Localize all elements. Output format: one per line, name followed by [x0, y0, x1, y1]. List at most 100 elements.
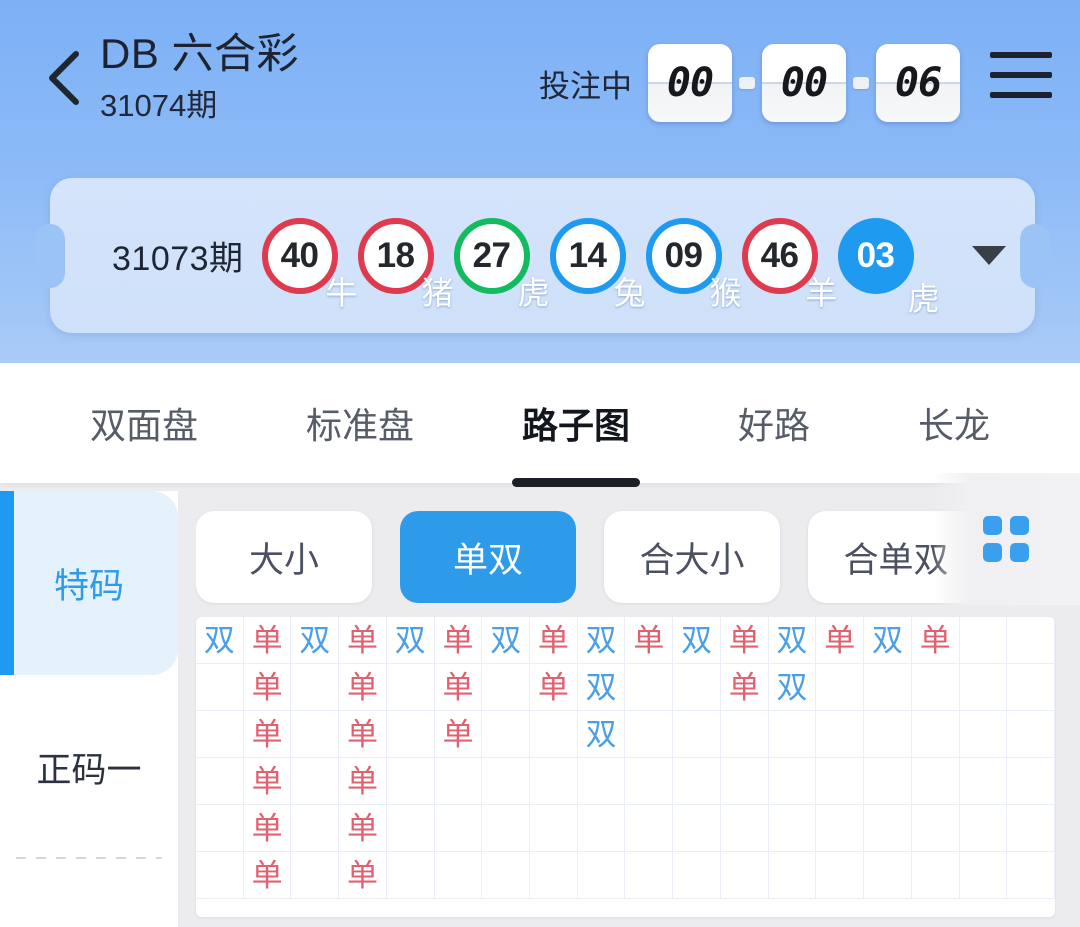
road-cell: 单: [243, 758, 292, 805]
bet-type-chip-1[interactable]: 单双: [400, 511, 576, 603]
tab-2[interactable]: 路子图: [518, 381, 634, 465]
draw-ball-zodiac: 虎: [907, 280, 940, 317]
bet-type-chip-2[interactable]: 合大小: [604, 511, 780, 603]
tab-0[interactable]: 双面盘: [89, 405, 198, 446]
road-cell: 单: [339, 758, 387, 805]
road-cell: 双: [673, 617, 721, 664]
road-cell: 单: [243, 852, 292, 899]
road-cell: [386, 664, 435, 711]
countdown-minutes: 00: [762, 44, 846, 122]
hamburger-menu-icon[interactable]: [990, 52, 1052, 98]
road-cell: [196, 758, 244, 805]
road-cell: [768, 711, 817, 758]
road-cell: [816, 852, 865, 899]
road-cell: 单: [911, 617, 960, 664]
road-cell: 双: [386, 617, 435, 664]
bet-type-chip-0[interactable]: 大小: [196, 511, 372, 603]
menu-line-3: [990, 92, 1052, 98]
tab-4[interactable]: 长龙: [917, 405, 990, 446]
chevron-left-icon[interactable]: [42, 48, 88, 108]
road-cell: 双: [577, 664, 626, 711]
road-cell: 单: [625, 617, 674, 664]
road-cell: [720, 805, 769, 852]
countdown-hours: 00: [648, 44, 732, 122]
road-cell: [1007, 711, 1055, 758]
last-draw-result-card[interactable]: 31073期 40 牛 18 猪 27 虎 14 兔 09 猴 46 羊 03 虎: [50, 178, 1035, 333]
betting-status-label: 投注中: [539, 68, 632, 104]
road-cell: 单: [339, 711, 387, 758]
grid-square-3: [983, 543, 1002, 562]
road-cell: [625, 852, 674, 899]
bet-type-chip-row: 大小 单双 合大小 合单双: [196, 509, 1080, 605]
road-cell: [196, 805, 244, 852]
road-cell: [482, 711, 531, 758]
road-cell: 单: [339, 805, 387, 852]
road-cell: 双: [768, 664, 817, 711]
sidebar-item-0[interactable]: 特码: [0, 491, 178, 675]
countdown-separator-2: [853, 77, 869, 89]
road-cell: [673, 758, 721, 805]
draw-ball: 09 猴: [645, 217, 742, 311]
road-cell: [434, 805, 483, 852]
sidebar-item-2[interactable]: 正码二: [0, 859, 178, 927]
draw-ball-number: 14: [568, 235, 607, 275]
road-cell: [291, 711, 340, 758]
road-cell: [291, 664, 340, 711]
road-cell: [530, 852, 578, 899]
road-cell: [673, 852, 721, 899]
page-title: DB 六合彩: [100, 30, 300, 77]
road-cell: [959, 758, 1008, 805]
road-cell: 单: [339, 852, 387, 899]
road-cell: 单: [243, 711, 292, 758]
grid-view-icon: [983, 516, 1029, 562]
road-cell: 单: [816, 617, 865, 664]
road-cell: [577, 758, 626, 805]
draw-ball-number: 40: [280, 235, 319, 275]
draw-ball: 46 羊: [741, 217, 838, 311]
grid-view-toggle[interactable]: [932, 473, 1080, 605]
tab-1[interactable]: 标准盘: [305, 405, 414, 446]
road-cell: [911, 852, 960, 899]
road-cell: 单: [434, 617, 483, 664]
title-block: DB 六合彩 31074期: [100, 28, 299, 124]
countdown-area: 投注中 00 00 06: [539, 44, 960, 122]
grid-square-1: [983, 516, 1002, 535]
road-cell: [720, 758, 769, 805]
road-cell: [864, 758, 912, 805]
road-map-grid[interactable]: 双单双单双单双单双单双单双单双单单单单单双单双单单单双单单单单单单: [196, 617, 1055, 917]
road-cell: [530, 805, 578, 852]
road-cell: [291, 805, 340, 852]
road-cell: [196, 852, 244, 899]
countdown-minutes-value: 00: [780, 60, 828, 106]
road-cell: [673, 805, 721, 852]
road-cell: [864, 852, 912, 899]
draw-ball-number: 03: [856, 235, 895, 275]
draw-balls-list: 40 牛 18 猪 27 虎 14 兔 09 猴 46 羊 03 虎: [261, 217, 940, 317]
road-cell: [482, 852, 531, 899]
countdown-seconds-value: 06: [894, 60, 942, 106]
countdown-seconds: 06: [876, 44, 960, 122]
road-cell: [864, 805, 912, 852]
road-cell: [911, 664, 960, 711]
grid-square-4: [1010, 543, 1029, 562]
road-cell: [386, 805, 435, 852]
menu-line-2: [990, 72, 1052, 78]
sidebar-item-1[interactable]: 正码一: [0, 675, 178, 859]
road-cell: [720, 711, 769, 758]
road-cell: [1007, 758, 1055, 805]
chevron-down-icon[interactable]: [971, 246, 1006, 265]
road-cell: [386, 852, 435, 899]
road-cell: [530, 711, 578, 758]
main-tab-bar: 双面盘 标准盘 路子图 好路 长龙: [0, 363, 1080, 483]
draw-ball: 18 猪: [357, 217, 454, 311]
road-cell: [720, 852, 769, 899]
road-cell: 单: [720, 617, 769, 664]
draw-ball-zodiac: 猪: [421, 274, 454, 311]
road-cell: [1007, 617, 1055, 664]
road-cell: [291, 852, 340, 899]
draw-ball-number: 46: [760, 235, 799, 275]
road-cell: [911, 805, 960, 852]
tab-3[interactable]: 好路: [737, 405, 810, 446]
